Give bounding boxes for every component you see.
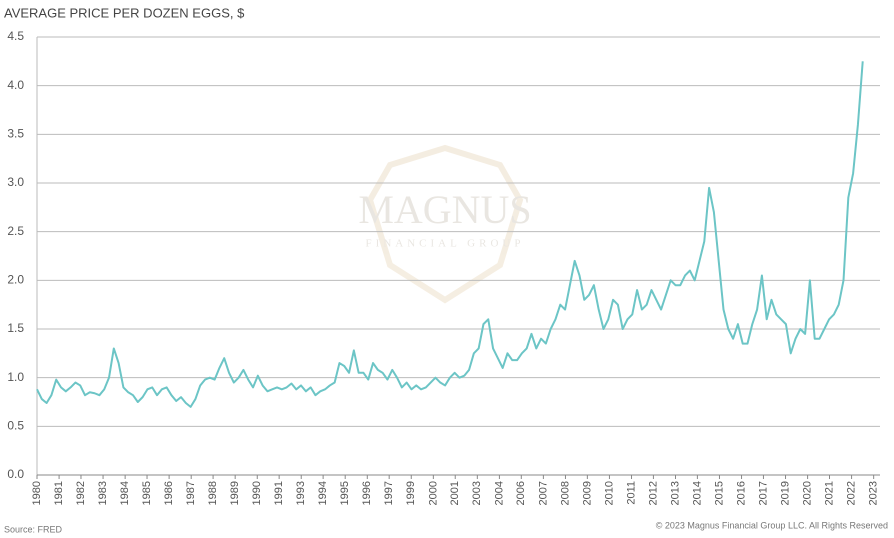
x-tick-label: 2022 — [845, 481, 857, 505]
x-tick-label: 2017 — [757, 481, 769, 505]
x-tick-label: 1984 — [119, 481, 131, 505]
x-tick-label: 1985 — [141, 481, 153, 505]
x-tick-label: 1980 — [31, 481, 43, 505]
x-tick-label: 2014 — [691, 481, 703, 505]
x-tick-label: 1987 — [185, 481, 197, 505]
watermark-tagline: FINANCIAL GROUP — [366, 238, 525, 250]
x-tick-label: 1999 — [405, 481, 417, 505]
x-tick-label: 1981 — [53, 481, 65, 505]
x-tick-label: 1995 — [339, 481, 351, 505]
x-tick-label: 1986 — [163, 481, 175, 505]
y-tick-label: 0.5 — [7, 419, 24, 433]
x-tick-label: 2000 — [427, 481, 439, 505]
x-tick-label: 2011 — [625, 481, 637, 505]
x-tick-label: 1993 — [295, 481, 307, 505]
y-tick-label: 2.5 — [7, 224, 24, 238]
source: Source: FRED — [4, 524, 63, 534]
watermark: MAGNUS FINANCIAL GROUP — [358, 144, 532, 304]
x-tick-label: 2004 — [493, 481, 505, 505]
x-tick-label: 1989 — [229, 481, 241, 505]
x-tick-label: 1997 — [383, 481, 395, 505]
y-tick-label: 3.5 — [7, 127, 24, 141]
x-tick-label: 2019 — [779, 481, 791, 505]
x-tick-label: 1988 — [207, 481, 219, 505]
x-tick-label: 2015 — [713, 481, 725, 505]
x-tick-label: 2003 — [471, 481, 483, 505]
y-tick-label: 4.0 — [7, 78, 24, 92]
x-tick-label: 2012 — [647, 481, 659, 505]
y-tick-label: 1.0 — [7, 370, 24, 384]
y-tick-label: 2.0 — [7, 273, 24, 287]
x-tick-label: 2013 — [669, 481, 681, 505]
copyright: © 2023 Magnus Financial Group LLC. All R… — [656, 520, 888, 530]
x-tick-label: 1991 — [273, 481, 285, 505]
x-tick-label: 2023 — [868, 481, 880, 505]
y-tick-label: 1.5 — [7, 321, 24, 335]
chart-title: AVERAGE PRICE PER DOZEN EGGS, $ — [4, 5, 245, 20]
x-tick-label: 2006 — [515, 481, 527, 505]
x-tick-label: 1983 — [97, 481, 109, 505]
x-tick-label: 1996 — [361, 481, 373, 505]
line-series — [36, 61, 864, 408]
x-tick-label: 2020 — [802, 481, 814, 505]
y-tick-label: 0.0 — [7, 467, 24, 481]
x-tick-label: 2010 — [603, 481, 615, 505]
x-tick-label: 2007 — [537, 481, 549, 505]
x-tick-label: 2021 — [823, 481, 835, 505]
y-tick-label: 3.0 — [7, 175, 24, 189]
x-tick-label: 1994 — [317, 481, 329, 505]
x-tick-label: 1990 — [251, 481, 263, 505]
y-tick-label: 4.5 — [7, 29, 24, 43]
watermark-name: MAGNUS — [358, 187, 531, 232]
x-tick-label: 2009 — [581, 481, 593, 505]
x-tick-label: 2008 — [559, 481, 571, 505]
x-tick-label: 2016 — [735, 481, 747, 505]
x-tick-label: 1982 — [75, 481, 87, 505]
x-tick-label: 2001 — [449, 481, 461, 505]
